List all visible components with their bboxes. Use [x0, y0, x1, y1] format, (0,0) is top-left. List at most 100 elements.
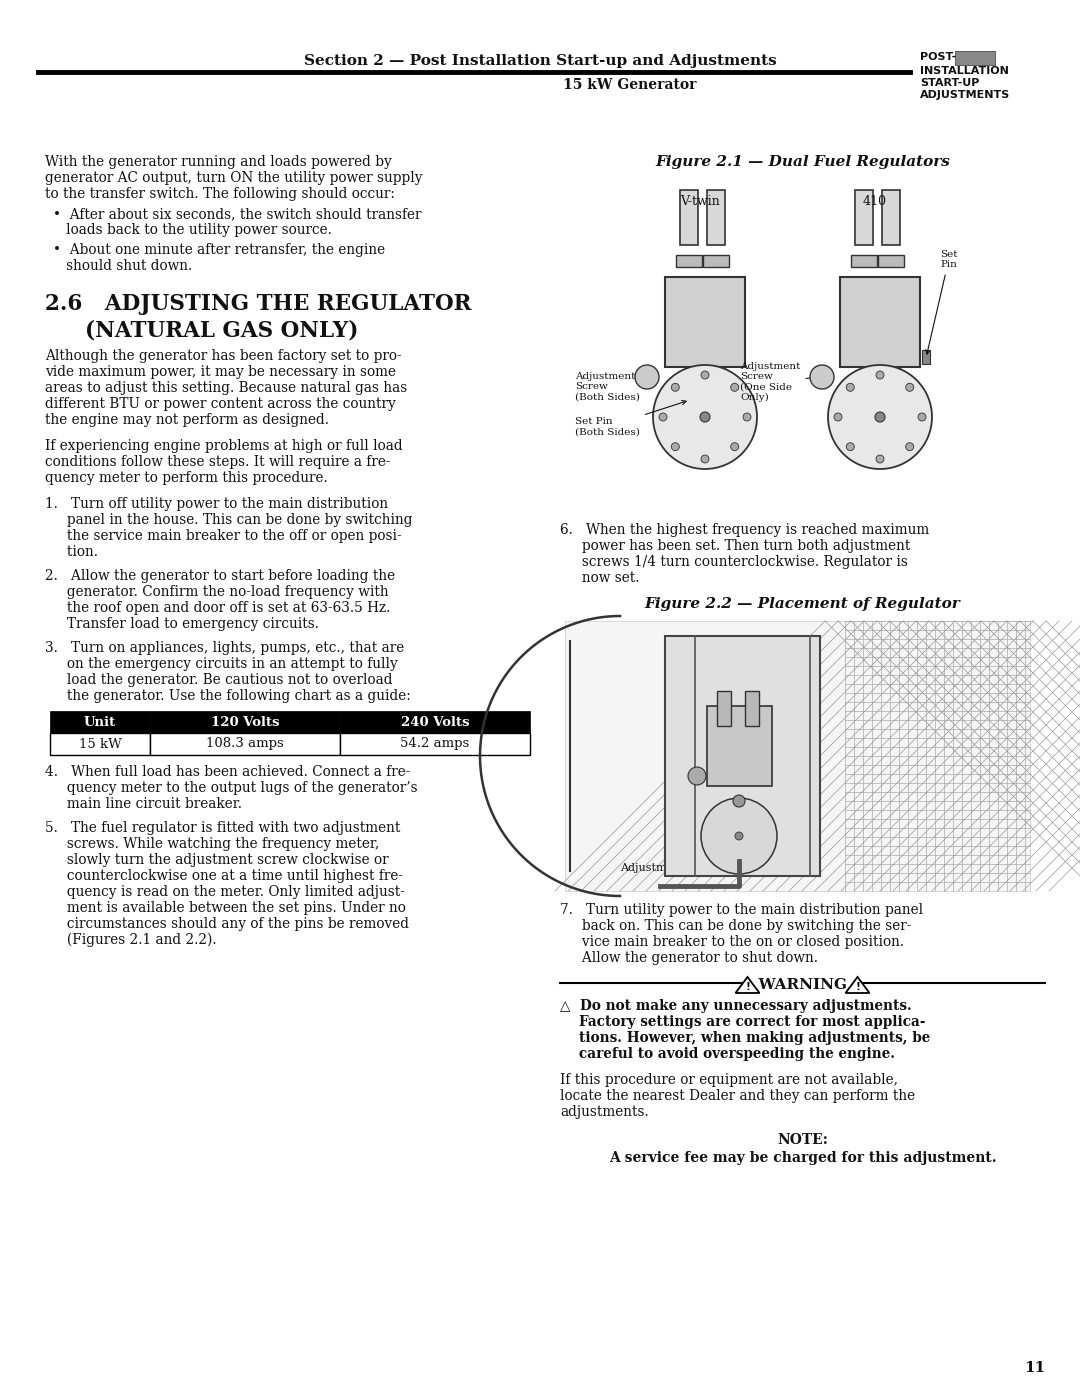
- Text: Unit: Unit: [84, 715, 116, 728]
- Text: If this procedure or equipment are not available,: If this procedure or equipment are not a…: [561, 1073, 897, 1087]
- Bar: [676, 256, 702, 267]
- Text: (NATURAL GAS ONLY): (NATURAL GAS ONLY): [85, 319, 359, 341]
- Circle shape: [847, 443, 854, 451]
- Circle shape: [847, 383, 854, 391]
- Circle shape: [876, 455, 885, 462]
- Text: Figure 2.2 — Placement of Regulator: Figure 2.2 — Placement of Regulator: [645, 597, 960, 610]
- Text: (Figures 2.1 and 2.2).: (Figures 2.1 and 2.2).: [45, 933, 217, 947]
- Text: 15 kW Generator: 15 kW Generator: [564, 78, 697, 92]
- Bar: [855, 190, 873, 244]
- Circle shape: [731, 443, 739, 451]
- Text: conditions follow these steps. It will require a fre-: conditions follow these steps. It will r…: [45, 455, 391, 469]
- Bar: [150, 711, 340, 733]
- Text: main line circuit breaker.: main line circuit breaker.: [45, 798, 242, 812]
- Circle shape: [875, 412, 885, 422]
- Circle shape: [672, 383, 679, 391]
- Circle shape: [659, 414, 667, 420]
- Circle shape: [834, 414, 842, 420]
- Text: the service main breaker to the off or open posi-: the service main breaker to the off or o…: [45, 529, 402, 543]
- Text: ADJUSTMENTS: ADJUSTMENTS: [920, 89, 1010, 101]
- Text: generator AC output, turn ON the utility power supply: generator AC output, turn ON the utility…: [45, 170, 422, 184]
- Circle shape: [733, 795, 745, 807]
- Text: careful to avoid overspeeding the engine.: careful to avoid overspeeding the engine…: [561, 1046, 895, 1060]
- Circle shape: [701, 372, 708, 379]
- Circle shape: [735, 833, 743, 840]
- Bar: [707, 190, 725, 244]
- Text: locate the nearest Dealer and they can perform the: locate the nearest Dealer and they can p…: [561, 1090, 915, 1104]
- Text: START-UP: START-UP: [920, 78, 980, 88]
- Bar: [882, 190, 900, 244]
- Bar: [150, 733, 340, 754]
- Circle shape: [810, 365, 834, 388]
- Text: 108.3 amps: 108.3 amps: [206, 738, 284, 750]
- Text: ment is available between the set pins. Under no: ment is available between the set pins. …: [45, 901, 406, 915]
- Text: Adjustment
Screw
(One Side
Only): Adjustment Screw (One Side Only): [740, 362, 816, 402]
- Text: If experiencing engine problems at high or full load: If experiencing engine problems at high …: [45, 439, 403, 453]
- Text: tions. However, when making adjustments, be: tions. However, when making adjustments,…: [561, 1031, 930, 1045]
- Text: 15 kW: 15 kW: [79, 738, 121, 750]
- Text: +: +: [818, 372, 826, 381]
- Bar: [717, 388, 723, 407]
- Circle shape: [828, 365, 932, 469]
- Bar: [565, 622, 1030, 891]
- Text: vide maximum power, it may be necessary in some: vide maximum power, it may be necessary …: [45, 365, 396, 379]
- Bar: [703, 256, 729, 267]
- Text: 2.   Allow the generator to start before loading the: 2. Allow the generator to start before l…: [45, 569, 395, 583]
- Text: 5.   The fuel regulator is fitted with two adjustment: 5. The fuel regulator is fitted with two…: [45, 821, 401, 835]
- Bar: [860, 367, 900, 387]
- Text: 1.   Turn off utility power to the main distribution: 1. Turn off utility power to the main di…: [45, 497, 388, 511]
- Text: Factory settings are correct for most applica-: Factory settings are correct for most ap…: [561, 1016, 926, 1030]
- Text: 7.   Turn utility power to the main distribution panel: 7. Turn utility power to the main distri…: [561, 902, 923, 916]
- Text: +: +: [643, 372, 651, 381]
- Text: NOTE:: NOTE:: [778, 1133, 828, 1147]
- Text: adjustments.: adjustments.: [561, 1105, 649, 1119]
- Text: 11: 11: [1024, 1361, 1045, 1375]
- Text: Adjustment
Screw
(Both Sides): Adjustment Screw (Both Sides): [575, 372, 644, 402]
- Text: !: !: [855, 982, 860, 992]
- Bar: [680, 190, 698, 244]
- Text: 4.   When full load has been achieved. Connect a fre-: 4. When full load has been achieved. Con…: [45, 766, 410, 780]
- Bar: [717, 692, 731, 726]
- Bar: [955, 52, 995, 66]
- Text: quency meter to the output lugs of the generator’s: quency meter to the output lugs of the g…: [45, 781, 418, 795]
- Bar: [687, 388, 693, 407]
- Text: screws. While watching the frequency meter,: screws. While watching the frequency met…: [45, 837, 379, 851]
- Bar: [922, 351, 930, 365]
- Text: now set.: now set.: [561, 571, 639, 585]
- Text: Allow the generator to shut down.: Allow the generator to shut down.: [561, 951, 818, 965]
- Bar: [851, 256, 877, 267]
- Bar: [50, 711, 150, 733]
- Text: loads back to the utility power source.: loads back to the utility power source.: [53, 224, 332, 237]
- Text: 3.   Turn on appliances, lights, pumps, etc., that are: 3. Turn on appliances, lights, pumps, et…: [45, 641, 404, 655]
- Text: to the transfer switch. The following should occur:: to the transfer switch. The following sh…: [45, 187, 395, 201]
- Text: 410: 410: [863, 196, 887, 208]
- Polygon shape: [846, 977, 869, 993]
- Text: !: !: [745, 982, 750, 992]
- Circle shape: [688, 767, 706, 785]
- Bar: [665, 277, 745, 367]
- Text: counterclockwise one at a time until highest fre-: counterclockwise one at a time until hig…: [45, 869, 403, 883]
- Circle shape: [653, 365, 757, 469]
- Text: V-twin: V-twin: [680, 196, 720, 208]
- Text: panel in the house. This can be done by switching: panel in the house. This can be done by …: [45, 513, 413, 527]
- Text: vice main breaker to the on or closed position.: vice main breaker to the on or closed po…: [561, 935, 904, 949]
- Text: areas to adjust this setting. Because natural gas has: areas to adjust this setting. Because na…: [45, 381, 407, 395]
- Circle shape: [635, 365, 659, 388]
- Text: slowly turn the adjustment screw clockwise or: slowly turn the adjustment screw clockwi…: [45, 854, 389, 868]
- Bar: [340, 733, 530, 754]
- Text: power has been set. Then turn both adjustment: power has been set. Then turn both adjus…: [561, 539, 910, 553]
- Circle shape: [906, 443, 914, 451]
- Text: the engine may not perform as designed.: the engine may not perform as designed.: [45, 414, 329, 427]
- Circle shape: [731, 383, 739, 391]
- Text: Set
Pin: Set Pin: [926, 250, 958, 353]
- Circle shape: [918, 414, 926, 420]
- Text: Transfer load to emergency circuits.: Transfer load to emergency circuits.: [45, 617, 319, 631]
- Bar: [570, 183, 1030, 513]
- Text: Although the generator has been factory set to pro-: Although the generator has been factory …: [45, 349, 402, 363]
- Bar: [870, 388, 890, 407]
- Text: on the emergency circuits in an attempt to fully: on the emergency circuits in an attempt …: [45, 657, 397, 671]
- Text: screws 1/4 turn counterclockwise. Regulator is: screws 1/4 turn counterclockwise. Regula…: [561, 555, 908, 569]
- Circle shape: [906, 383, 914, 391]
- Text: Adjustment Screw: Adjustment Screw: [620, 780, 724, 873]
- Bar: [745, 692, 759, 726]
